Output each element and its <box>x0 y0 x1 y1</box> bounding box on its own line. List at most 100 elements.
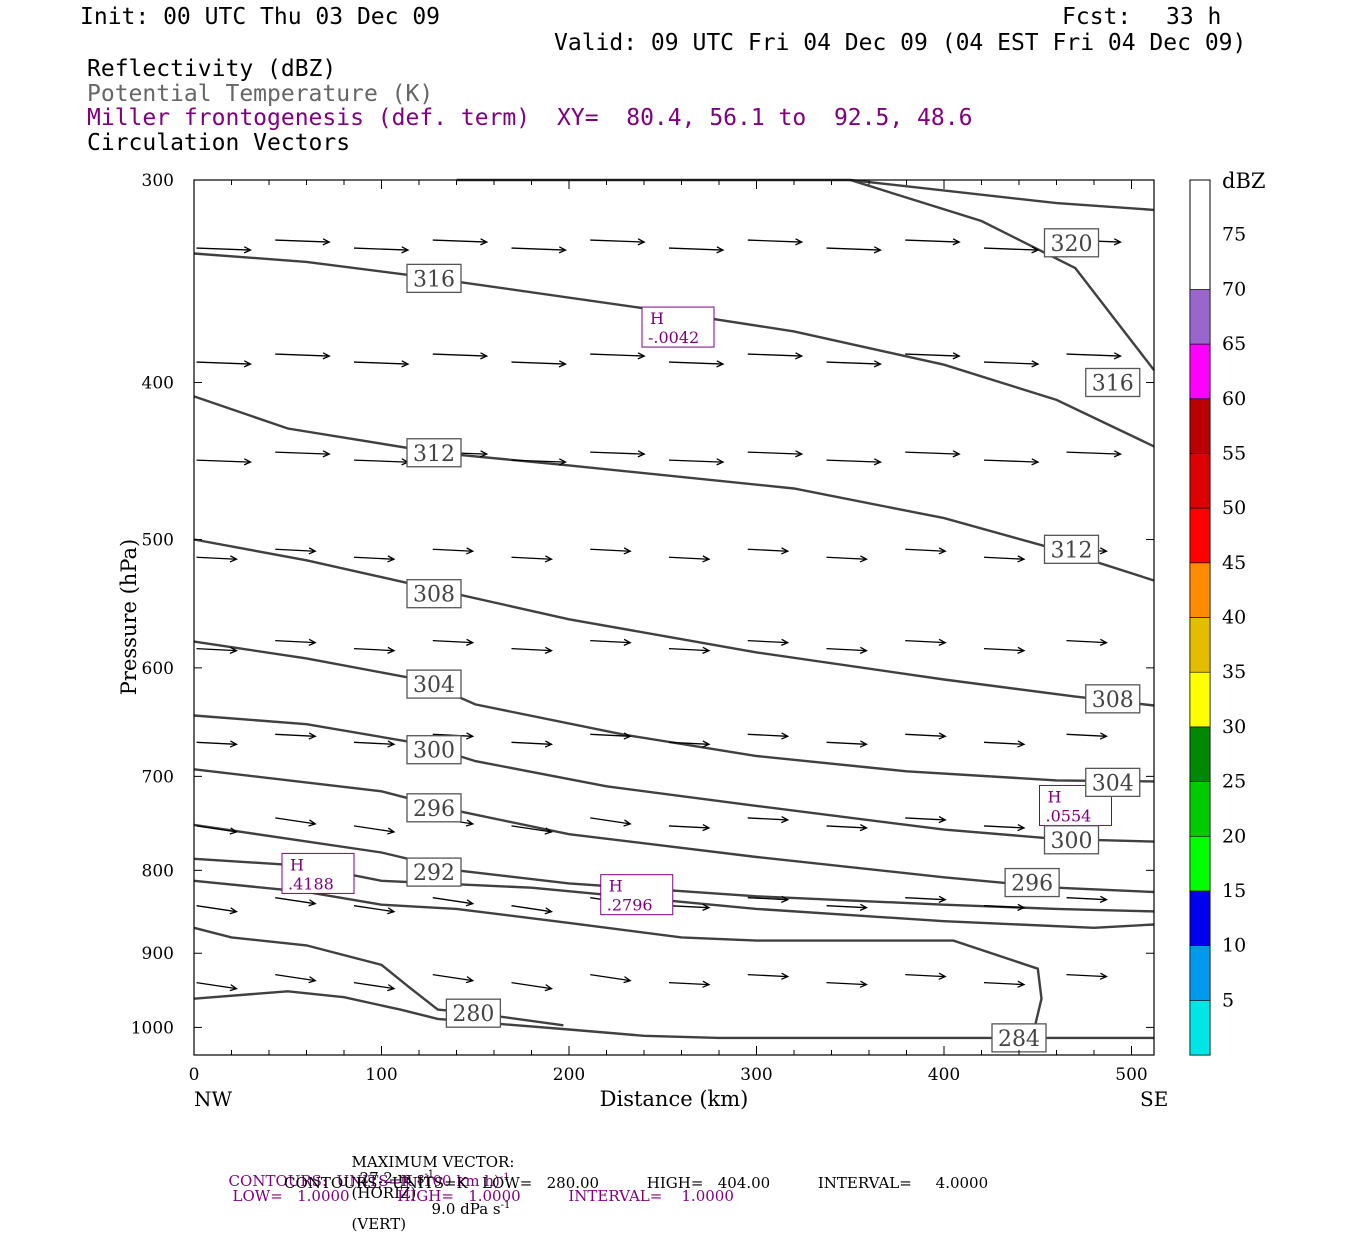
contour-label: 308 <box>413 583 455 608</box>
circulation-vector <box>353 246 410 254</box>
vert-suffix: (VERT) <box>351 1215 407 1233</box>
circulation-vector <box>826 740 868 748</box>
colorbar-swatch <box>1189 507 1211 564</box>
x-tick-label: 400 <box>928 1065 960 1085</box>
contour-label-box <box>406 857 462 887</box>
colorbar-label: 15 <box>1222 880 1246 902</box>
frontogenesis-type: H <box>290 855 304 874</box>
theta-contour <box>193 538 1155 707</box>
contour-label: 308 <box>1092 688 1134 713</box>
circulation-vector <box>196 825 238 835</box>
circulation-vector <box>826 823 868 832</box>
circulation-vector <box>747 352 804 360</box>
circulation-vector <box>826 555 868 563</box>
colorbar-label: 40 <box>1222 607 1246 629</box>
colorbar-swatch <box>1189 398 1211 454</box>
circulation-vector <box>826 360 882 368</box>
y-tick-label: 900 <box>142 944 174 964</box>
colorbar-label: 45 <box>1222 552 1246 574</box>
colorbar-swatch <box>1189 453 1211 509</box>
init-time: Init: 00 UTC Thu 03 Dec 09 <box>80 4 441 30</box>
circulation-vector <box>590 450 646 458</box>
circulation-vector <box>275 638 317 646</box>
colorbar-label: 5 <box>1222 989 1234 1011</box>
theta-contour <box>193 640 1155 783</box>
circulation-vector <box>275 547 317 555</box>
circulation-vector <box>275 450 331 458</box>
colorbar-label: 65 <box>1222 333 1246 355</box>
x-tick-label: 300 <box>740 1065 772 1085</box>
frontogenesis-value: -.0042 <box>648 328 699 347</box>
colorbar-label: 25 <box>1222 771 1246 793</box>
circulation-vector <box>590 638 632 646</box>
y-tick-label: 1000 <box>131 1018 174 1038</box>
y-tick-label: 600 <box>142 659 174 679</box>
frontogenesis-type: H <box>1048 787 1062 806</box>
contour-label-box <box>1085 684 1141 714</box>
colorbar-swatch <box>1189 781 1211 837</box>
colorbar-swatch <box>1189 890 1211 946</box>
circulation-vector <box>196 740 238 748</box>
y-axis-title: Pressure (hPa) <box>117 539 141 695</box>
circulation-vector <box>590 973 632 984</box>
circulation-vector <box>196 360 252 368</box>
circulation-vector <box>1066 450 1122 458</box>
theta-contour <box>849 178 1155 371</box>
max-vector-horiz: 27.2 m s <box>359 1169 425 1187</box>
contour-label: 300 <box>413 739 455 764</box>
contour-label: 304 <box>413 673 455 698</box>
circulation-vector <box>511 360 567 368</box>
circulation-vector <box>196 458 252 466</box>
circulation-vector <box>196 555 238 563</box>
fg-contours-units: CONTOURS: UNITS=K (100 km h) <box>228 1172 500 1190</box>
circulation-vector <box>590 352 646 360</box>
frontogenesis-value: .0554 <box>1046 806 1092 825</box>
frontogenesis-box <box>600 874 674 916</box>
colorbar-swatch <box>1189 1000 1211 1056</box>
y-tick-label: 800 <box>142 861 174 881</box>
contour-label-box <box>406 263 462 294</box>
contour-label-box <box>1043 534 1100 564</box>
colorbar-label: 20 <box>1222 825 1246 847</box>
circulation-vector <box>511 740 553 748</box>
max-vector-label: MAXIMUM VECTOR: <box>351 1153 515 1171</box>
circulation-vector <box>905 815 947 824</box>
circulation-vector <box>432 973 475 984</box>
horiz-suffix: (HORIZ) <box>351 1184 417 1202</box>
circulation-vector <box>826 903 868 912</box>
circulation-vector <box>983 823 1026 832</box>
circulation-vector <box>905 547 947 555</box>
theta-contour <box>193 252 1155 448</box>
contour-label-box <box>406 579 462 609</box>
circulation-vector <box>1066 895 1108 904</box>
frontogenesis-value: .4188 <box>288 874 334 893</box>
circulation-vector <box>196 905 238 915</box>
contour-label: 284 <box>998 1027 1040 1052</box>
contour-label: 312 <box>413 442 455 467</box>
circulation-vector <box>353 905 396 915</box>
colorbar-swatch <box>1189 562 1211 618</box>
x-tick-label: 200 <box>553 1065 585 1085</box>
circulation-vector <box>196 646 238 654</box>
circulation-vector <box>668 555 711 563</box>
footer-theta-contours: CONTOURS: UNITS=K LOW= 280.00 HIGH= 404.… <box>284 1174 989 1192</box>
contour-label-box <box>1004 867 1060 898</box>
circulation-vector <box>826 646 868 654</box>
frontogenesis-type: H <box>609 877 623 896</box>
contour-label-box <box>1043 825 1100 855</box>
contour-label-box <box>1085 767 1141 798</box>
circulation-vector <box>196 246 252 254</box>
circulation-vector <box>511 981 553 992</box>
circulation-vector <box>668 360 725 368</box>
field-frontogenesis: Miller frontogenesis (def. term) <box>87 105 531 131</box>
circulation-vector <box>905 972 947 980</box>
circulation-vector <box>747 547 790 555</box>
x-tick-label: 100 <box>365 1065 397 1085</box>
x-axis-title: Distance (km) <box>600 1087 749 1111</box>
circulation-vector <box>1066 638 1108 646</box>
circulation-vector <box>196 981 238 992</box>
circulation-vector <box>747 895 790 904</box>
circulation-vector <box>353 646 396 654</box>
frontogenesis-box <box>641 306 715 348</box>
